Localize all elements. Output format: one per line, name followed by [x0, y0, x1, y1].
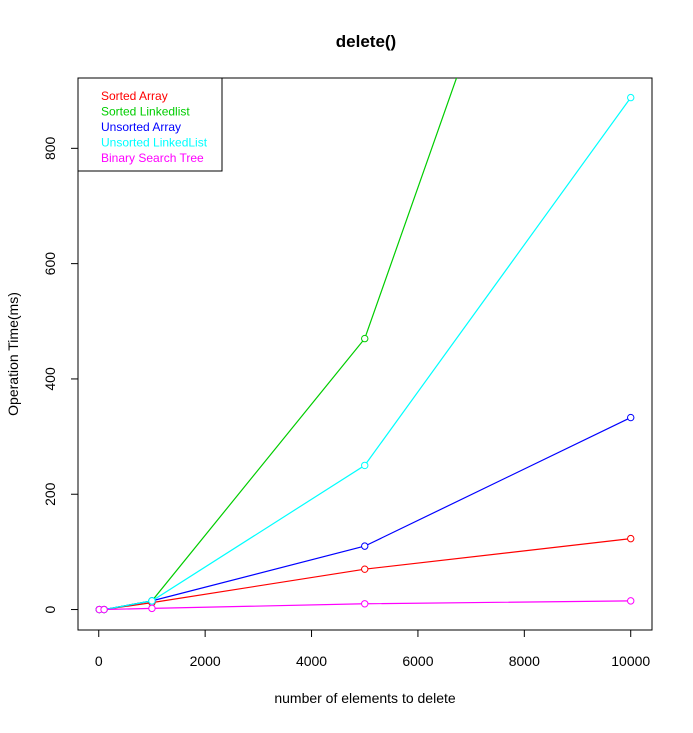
legend-label: Unsorted LinkedList: [101, 136, 208, 150]
data-point: [361, 600, 369, 608]
data-point: [148, 597, 156, 605]
chart-title: delete(): [336, 32, 396, 51]
x-tick-label: 8000: [509, 653, 540, 669]
data-point: [627, 93, 635, 102]
y-tick-label: 600: [42, 252, 58, 276]
x-tick-label: 0: [95, 653, 103, 669]
data-point: [627, 534, 635, 543]
legend-label: Sorted Linkedlist: [101, 105, 190, 119]
series-line: [99, 97, 632, 611]
legend-label: Sorted Array: [101, 89, 168, 103]
data-point: [361, 542, 369, 550]
data-point: [361, 334, 369, 343]
legend-label: Unsorted Array: [101, 120, 181, 134]
data-point: [627, 413, 635, 422]
x-axis-label: number of elements to delete: [274, 690, 456, 706]
data-point: [361, 565, 369, 573]
y-tick-label: 400: [42, 367, 58, 391]
y-tick-label: 200: [42, 482, 58, 506]
plot-area: [95, 78, 635, 614]
data-point: [100, 605, 108, 614]
x-tick-label: 10000: [611, 653, 650, 669]
data-point: [361, 461, 369, 470]
series-line: [99, 417, 631, 611]
x-tick-label: 4000: [296, 653, 327, 669]
y-tick-label: 800: [42, 136, 58, 160]
y-tick-label: 0: [42, 605, 58, 613]
data-point: [627, 597, 635, 605]
x-tick-label: 6000: [402, 653, 433, 669]
x-tick-label: 2000: [190, 653, 221, 669]
data-point: [148, 604, 156, 613]
y-axis-label: Operation Time(ms): [5, 292, 21, 416]
legend-box: [77, 77, 223, 172]
legend-label: Binary Search Tree: [101, 151, 204, 165]
